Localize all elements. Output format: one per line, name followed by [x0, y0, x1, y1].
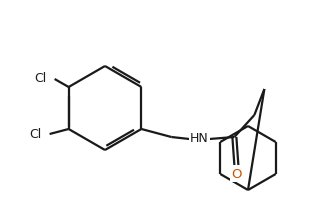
Text: Cl: Cl [35, 72, 47, 86]
Text: Cl: Cl [30, 128, 42, 141]
Text: HN: HN [190, 133, 209, 145]
Text: O: O [231, 168, 242, 181]
